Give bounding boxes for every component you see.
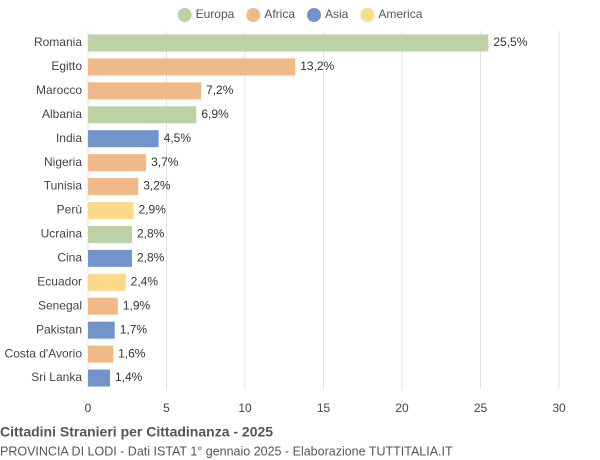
x-tick-label: 10	[238, 401, 252, 415]
value-label: 3,7%	[151, 155, 179, 169]
value-label: 2,9%	[139, 203, 167, 217]
y-tick-label: Perù	[57, 203, 82, 217]
x-tick-label: 20	[395, 401, 409, 415]
legend-marker	[246, 8, 261, 22]
bar	[88, 130, 159, 148]
y-tick-label: Senegal	[38, 298, 82, 312]
bar	[88, 225, 132, 243]
y-tick-label: Ecuador	[37, 274, 82, 288]
bar	[88, 297, 118, 315]
bar	[88, 154, 147, 172]
legend-label: Africa	[264, 7, 295, 21]
bar	[88, 321, 115, 339]
y-tick-label: Sri Lanka	[31, 370, 82, 384]
legend-marker	[177, 8, 192, 22]
value-label: 3,2%	[143, 179, 171, 193]
legend-label: America	[378, 7, 422, 21]
bar	[88, 34, 489, 52]
x-tick-label: 25	[474, 401, 488, 415]
y-tick-label: Romania	[34, 35, 82, 49]
y-tick-label: Albania	[42, 107, 82, 121]
value-label: 4,5%	[164, 131, 192, 145]
value-label: 6,9%	[201, 107, 229, 121]
value-label: 2,4%	[131, 274, 159, 288]
y-tick-label: Marocco	[36, 83, 82, 97]
bar	[88, 202, 134, 219]
value-label: 25,5%	[493, 35, 527, 49]
value-label: 1,9%	[123, 298, 151, 312]
value-label: 13,2%	[300, 59, 334, 73]
value-label: 1,6%	[118, 346, 146, 360]
legend-marker	[360, 8, 375, 22]
value-label: 2,8%	[137, 251, 165, 265]
y-tick-label: India	[56, 131, 82, 145]
value-label: 2,8%	[137, 227, 165, 241]
bar	[88, 345, 114, 363]
legend-label: Asia	[325, 7, 349, 21]
y-tick-label: Ucraina	[41, 227, 83, 241]
chart-subtitle: PROVINCIA DI LODI - Dati ISTAT 1° gennai…	[0, 444, 453, 458]
legend-marker	[307, 8, 322, 22]
legend-label: Europa	[196, 7, 235, 21]
value-label: 1,7%	[120, 322, 148, 336]
x-tick-label: 30	[552, 401, 566, 415]
x-tick-label: 5	[163, 401, 170, 415]
y-tick-label: Pakistan	[36, 322, 82, 336]
value-label: 7,2%	[206, 83, 234, 97]
bar	[88, 369, 110, 387]
y-tick-label: Costa d'Avorio	[5, 346, 83, 360]
bar	[88, 273, 126, 291]
bar	[88, 106, 197, 124]
x-tick-label: 15	[317, 401, 331, 415]
y-tick-label: Egitto	[51, 59, 82, 73]
bar	[88, 249, 132, 267]
y-tick-label: Cina	[57, 251, 82, 265]
x-tick-label: 0	[85, 401, 92, 415]
y-tick-label: Tunisia	[44, 179, 83, 193]
chart-title: Cittadini Stranieri per Cittadinanza - 2…	[0, 424, 273, 440]
value-label: 1,4%	[115, 370, 143, 384]
bar	[88, 178, 139, 196]
bar	[88, 58, 296, 76]
y-tick-label: Nigeria	[44, 155, 82, 169]
bar	[88, 82, 202, 100]
